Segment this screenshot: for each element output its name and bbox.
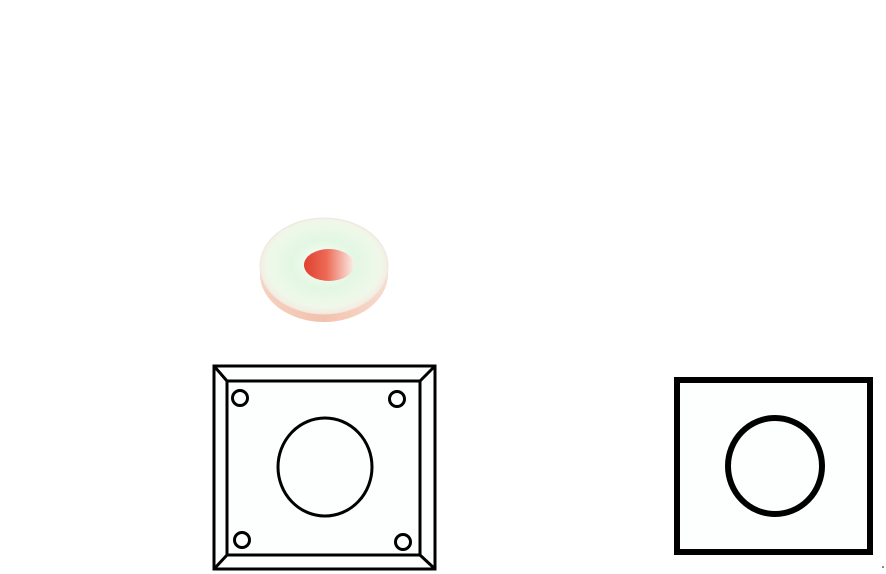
simple-plate-center-hole bbox=[725, 415, 825, 517]
simple-plate-outline bbox=[674, 377, 873, 555]
flange-bevel-top-right bbox=[418, 364, 437, 383]
mounting-hole-top-right bbox=[388, 390, 406, 408]
mounting-hole-top-left bbox=[231, 389, 249, 407]
flange-center-hole bbox=[276, 416, 374, 518]
flange-plate-inner-face bbox=[225, 379, 422, 557]
flange-plate bbox=[212, 364, 437, 571]
corner-dot bbox=[882, 566, 884, 568]
washer-hole bbox=[304, 249, 354, 281]
flange-bevel-top-left bbox=[212, 365, 229, 382]
washer bbox=[259, 217, 389, 322]
flange-bevel-bottom-right bbox=[418, 553, 437, 571]
flange-bevel-bottom-left bbox=[212, 553, 229, 571]
mounting-hole-bottom-right bbox=[394, 533, 412, 551]
mounting-hole-bottom-left bbox=[233, 531, 251, 549]
simple-plate bbox=[674, 377, 873, 555]
